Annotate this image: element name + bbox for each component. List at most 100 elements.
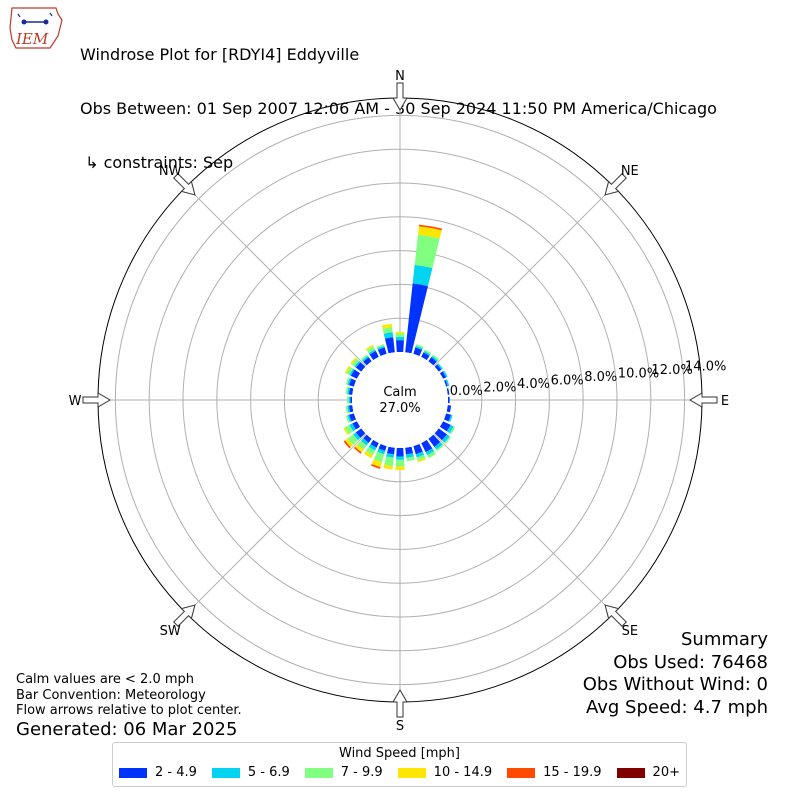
windrose-bar-segment	[357, 440, 367, 450]
windrose-bar-segment	[395, 336, 405, 341]
direction-label-se: SE	[622, 624, 638, 639]
windrose-bar-segment	[425, 448, 435, 456]
radial-tick-labels: 0.0% 2.0% 4.0% 6.0% 8.0% 10.0%12.0%14.0%	[450, 359, 727, 399]
legend-label: 2 - 4.9	[155, 765, 197, 780]
windrose-bar-segment	[396, 340, 404, 353]
windrose-bar-segment	[446, 388, 450, 395]
windrose-bar-segment	[448, 414, 453, 423]
legend-label: 15 - 19.9	[543, 765, 602, 780]
title-line-1: Windrose Plot for [RDYI4] Eddyville	[80, 45, 360, 64]
radial-tick-label: 4.0%	[517, 377, 550, 392]
radial-tick-label: 6.0%	[551, 373, 584, 388]
windrose-bar-segment	[405, 453, 414, 458]
calm-label: Calm	[383, 385, 416, 400]
flow-arrows	[82, 82, 718, 718]
legend-swatch	[397, 767, 426, 778]
windrose-bar-segment	[437, 363, 443, 370]
windrose-bar-segment	[344, 438, 354, 448]
windrose-bar-segment	[344, 424, 354, 435]
legend-items: 2 - 4.9 5 - 6.9 7 - 9.9 10 - 14.9 15 - 19.9 2…	[113, 761, 686, 780]
radial-tick-label: 10.0%	[618, 366, 659, 381]
direction-label-w: W	[69, 394, 82, 409]
windrose-bar-segment	[446, 405, 452, 413]
windrose-bar-segment	[421, 352, 430, 361]
windrose-bar-segment	[346, 366, 354, 376]
legend-swatch	[507, 767, 536, 778]
windrose-bar-segment	[371, 459, 382, 468]
windrose-bar-segment	[345, 386, 349, 395]
avg-speed: Avg Speed: 4.7 mph	[586, 696, 768, 718]
radial-tick-label: 2.0%	[483, 380, 516, 395]
windrose-bar-segment	[386, 453, 395, 458]
windrose-bar-segment	[350, 357, 357, 365]
windrose-bar-segment	[345, 377, 350, 385]
windrose-bar-segment	[418, 224, 443, 231]
windrose-bar-segment	[369, 350, 379, 361]
windrose-bar-segment	[447, 396, 450, 404]
windrose-bar-segment	[396, 456, 404, 460]
legend-item: 20+	[616, 765, 680, 780]
direction-label-n: N	[395, 69, 405, 84]
legend-label: 5 - 6.9	[247, 765, 290, 780]
calm-circle	[352, 352, 448, 448]
windrose-bar-segment	[412, 264, 433, 287]
windrose-bar-segment	[396, 447, 404, 457]
flow-arrow-icon	[689, 392, 718, 408]
windrose-bar-segment	[371, 464, 381, 469]
windrose-bar-segment	[434, 441, 443, 450]
windrose-bar-segment	[351, 358, 360, 367]
direction-label-sw: SW	[160, 624, 181, 639]
windrose-bar-segment	[436, 444, 444, 452]
windrose-bar-segment	[355, 444, 364, 453]
windrose-bar-segment	[348, 405, 354, 413]
windrose-bar-segment	[434, 428, 447, 441]
windrose-bar-segment	[439, 421, 451, 432]
windrose-bar-segment	[378, 443, 387, 451]
grid-spoke	[433, 186, 614, 367]
windrose-bar-segment	[347, 387, 351, 395]
windrose-bar-segment	[384, 456, 394, 467]
title-line-2: Obs Between: 01 Sep 2007 12:06 AM - 30 S…	[80, 99, 717, 118]
windrose-bar-segment	[370, 439, 379, 448]
windrose-bar-segment	[416, 454, 426, 461]
windrose-bar-segment	[395, 466, 405, 470]
windrose-bar-segment	[434, 364, 442, 372]
windrose-bar-segment	[366, 346, 376, 354]
flow-arrow-icon	[173, 173, 196, 196]
windrose-bar-segment	[415, 451, 425, 458]
windrose-bar-segment	[441, 434, 450, 443]
legend-item: 15 - 19.9	[507, 765, 602, 780]
windrose-bar-segment	[449, 426, 456, 435]
grid-spoke	[186, 433, 367, 614]
windrose-bar-segment	[343, 440, 351, 449]
legend-item: 10 - 14.9	[397, 765, 493, 780]
windrose-bar-segment	[383, 332, 394, 339]
windrose-bar-segment	[345, 405, 349, 414]
legend-swatch	[304, 767, 333, 778]
windrose-bar-segment	[353, 432, 361, 441]
direction-label-s: S	[396, 719, 404, 734]
windrose-bar-segment	[443, 379, 448, 387]
windrose-bar-segment	[414, 234, 440, 269]
legend-item: 5 - 6.9	[211, 765, 290, 780]
legend-label: 10 - 14.9	[433, 765, 493, 780]
windrose-bar-segment	[395, 459, 405, 467]
windrose-bar-segment	[377, 448, 386, 455]
windrose-bar-segment	[427, 451, 437, 459]
obs-without-wind: Obs Without Wind: 0	[582, 674, 768, 695]
windrose-bar-segment	[349, 368, 355, 376]
plot-title: Windrose Plot for [RDYI4] Eddyville Obs …	[80, 10, 717, 190]
bar-convention: Bar Convention: Meteorology	[16, 687, 206, 703]
windrose-bar-segment	[377, 347, 387, 357]
windrose-bar-segment	[343, 427, 349, 436]
windrose-bar-segment	[347, 377, 352, 386]
legend-swatch	[119, 767, 147, 778]
windrose-bar-segment	[421, 439, 433, 453]
windrose-bar-segment	[377, 345, 385, 350]
grid-spoke	[433, 433, 614, 614]
direction-label-ne: NE	[621, 164, 639, 179]
windrose-bar-segment	[376, 344, 385, 349]
radial-tick-label: 12.0%	[651, 363, 692, 378]
windrose-bar-segment	[360, 354, 368, 361]
direction-label-nw: NW	[159, 164, 182, 179]
